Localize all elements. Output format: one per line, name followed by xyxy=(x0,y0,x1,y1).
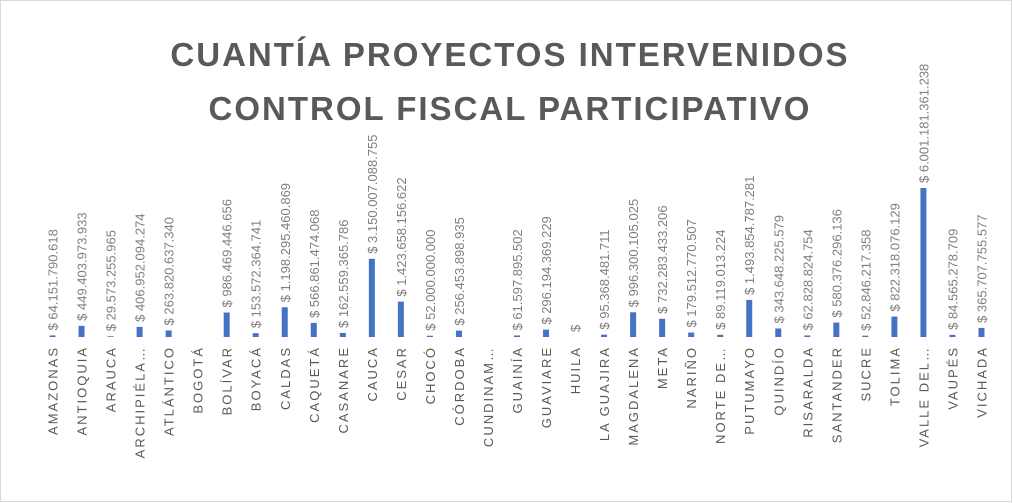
data-label: $ 6.001.181.361.238 xyxy=(916,64,931,183)
bar xyxy=(49,335,56,337)
bar xyxy=(601,334,608,337)
bar xyxy=(775,328,782,337)
bar xyxy=(339,332,346,337)
bar xyxy=(455,330,462,337)
x-tick-label: CUNDINAM… xyxy=(481,346,496,447)
x-tick-label: VICHADA xyxy=(974,346,989,418)
x-tick-label: BOYACÁ xyxy=(249,346,264,411)
x-tick-label: MAGDALENA xyxy=(626,346,641,446)
data-label: $ 153.572.364.741 xyxy=(249,220,264,328)
data-label: $ 1.423.658.156.622 xyxy=(394,177,409,296)
x-tick-label: CÓRDOBA xyxy=(452,346,467,426)
x-tick-label: ANTIOQUIA xyxy=(75,346,90,436)
bar xyxy=(804,335,811,337)
x-tick-label: META xyxy=(655,346,670,389)
data-label: $ 263.820.637.340 xyxy=(162,217,177,325)
bar xyxy=(397,301,404,337)
x-tick-label: ARAUCA xyxy=(104,346,119,412)
data-label: $ 343.648.225.579 xyxy=(771,215,786,323)
x-tick-label: BOLÍVAR xyxy=(220,346,235,415)
chart-title: CUANTÍA PROYECTOS INTERVENIDOS xyxy=(170,36,849,73)
x-tick-label: CAQUETÁ xyxy=(307,346,322,423)
data-label: $ 296.194.369.229 xyxy=(539,216,554,324)
bar xyxy=(426,335,433,337)
x-tick-label: TOLIMA xyxy=(887,346,902,406)
x-tick-label: CHOCÓ xyxy=(423,346,438,404)
chart-title: CONTROL FISCAL PARTICIPATIVO xyxy=(209,90,812,127)
x-tick-label: HUILA xyxy=(568,346,583,394)
bar xyxy=(949,334,956,337)
x-tick-label: BOGOTÁ xyxy=(191,346,206,414)
data-label: $ 95.368.481.711 xyxy=(597,229,612,329)
data-label: $ 179.512.770.507 xyxy=(684,219,699,327)
x-tick-label: CALDAS xyxy=(278,346,293,410)
data-label: $ 62.828.824.754 xyxy=(800,229,815,330)
data-label: $ 64.151.790.618 xyxy=(46,229,61,330)
bar xyxy=(165,330,172,337)
bar xyxy=(920,188,927,337)
data-label: $ 1.493.854.787.281 xyxy=(742,176,757,295)
data-label: $ 365.707.755.577 xyxy=(974,214,989,322)
data-label: $ 256.453.898.935 xyxy=(452,217,467,325)
x-tick-label: SANTANDER xyxy=(829,346,844,443)
x-tick-label: NARIÑO xyxy=(684,346,699,409)
data-label: $ 580.376.296.136 xyxy=(829,209,844,317)
data-label: $ 566.861.474.068 xyxy=(307,209,322,317)
data-label: $ 1.198.295.460.869 xyxy=(278,183,293,302)
x-tick-label: AMAZONAS xyxy=(46,346,61,435)
data-label: $ 84.565.278.709 xyxy=(945,229,960,330)
data-label: $ 996.300.105.025 xyxy=(626,199,641,307)
bar xyxy=(688,332,695,337)
x-tick-label: CAUCA xyxy=(365,346,380,402)
x-tick-label: QUINDÍO xyxy=(771,346,786,416)
data-label: $ 449.403.973.933 xyxy=(75,212,90,320)
bar xyxy=(543,329,550,337)
x-tick-label: GUAVIARE xyxy=(539,346,554,428)
data-label: $ 986.469.446.656 xyxy=(220,199,235,307)
bar xyxy=(252,333,259,337)
data-label: $ 3.150.007.088.755 xyxy=(365,135,380,254)
bar xyxy=(281,307,288,337)
bar xyxy=(862,335,869,337)
data-label: $ xyxy=(568,324,583,332)
x-tick-label: PUTUMAYO xyxy=(742,346,757,435)
x-tick-label: ARCHIPIÉLA… xyxy=(133,346,148,458)
data-label: $ 732.283.433.206 xyxy=(655,205,670,313)
bar xyxy=(717,334,724,337)
bar xyxy=(368,258,375,337)
x-tick-label: ATLÁNTICO xyxy=(162,346,177,436)
bar xyxy=(630,312,637,337)
x-tick-label: RISARALDA xyxy=(800,346,815,438)
bar xyxy=(107,336,114,337)
x-tick-label: LA GUAJIRA xyxy=(597,346,612,441)
data-label: $ 61.597.895.502 xyxy=(510,229,525,330)
data-label: $ 89.119.013.224 xyxy=(713,230,728,330)
bar xyxy=(978,327,985,337)
data-label: $ 52.846.217.358 xyxy=(858,229,873,330)
data-label: $ 822.318.076.129 xyxy=(887,203,902,311)
x-tick-label: VALLE DEL… xyxy=(916,346,931,447)
x-tick-label: GUAINÍA xyxy=(510,346,525,413)
bar xyxy=(310,322,317,337)
x-tick-label: CASANARE xyxy=(336,346,351,434)
bar xyxy=(833,322,840,337)
x-tick-label: VAUPÉS xyxy=(945,346,960,410)
x-tick-label: SUCRE xyxy=(858,346,873,402)
bar xyxy=(514,335,520,337)
data-label: $ 29.573.255.965 xyxy=(104,230,119,331)
bar xyxy=(78,325,85,337)
data-label: $ 52.000.000.000 xyxy=(423,229,438,330)
bar xyxy=(136,326,143,337)
bar xyxy=(891,316,898,337)
x-tick-label: CESAR xyxy=(394,346,409,401)
bar xyxy=(223,312,230,337)
data-label: $ 162.559.365.786 xyxy=(336,220,351,328)
data-label: $ 406.952.094.274 xyxy=(133,213,148,321)
bar xyxy=(659,318,666,337)
x-tick-label: NORTE DE… xyxy=(713,346,728,444)
bar xyxy=(746,299,753,337)
